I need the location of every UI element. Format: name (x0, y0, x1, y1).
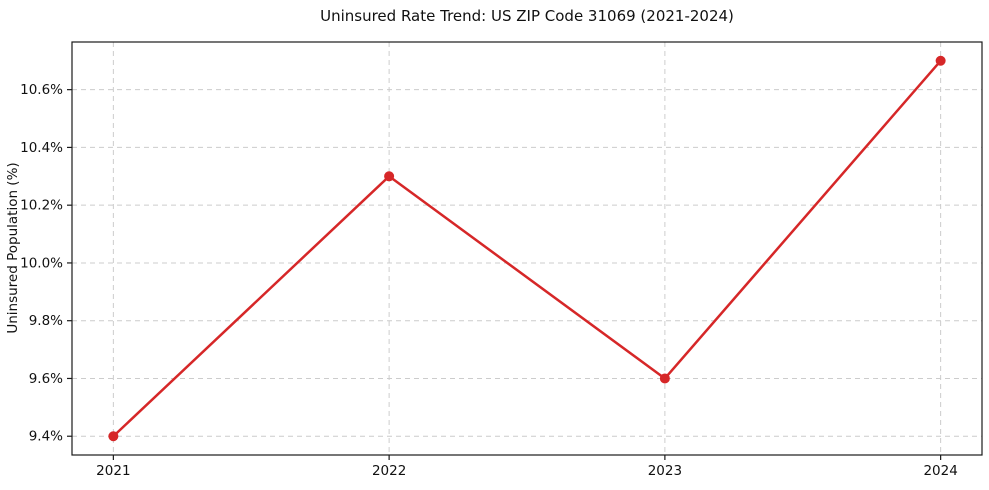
y-axis-label: Uninsured Population (%) (5, 162, 21, 334)
x-tick-label: 2022 (372, 463, 406, 479)
x-tick-label: 2023 (648, 463, 682, 479)
y-tick-label: 10.6% (20, 82, 63, 98)
x-tick-label: 2021 (96, 463, 130, 479)
data-point-2022 (384, 171, 395, 182)
data-point-2023 (659, 373, 670, 384)
y-tick-label: 10.4% (20, 140, 63, 156)
chart-title: Uninsured Rate Trend: US ZIP Code 31069 … (320, 7, 734, 25)
plot-spines (71, 41, 983, 456)
y-tick-label: 9.4% (29, 429, 63, 445)
data-point-2024 (935, 55, 946, 66)
trend-line (112, 59, 942, 438)
x-tick-label: 2024 (923, 463, 957, 479)
y-tick-label: 10.2% (20, 198, 63, 214)
data-point-2021 (108, 431, 119, 442)
y-tick-label: 9.6% (29, 371, 63, 387)
y-tick-label: 10.0% (20, 255, 63, 271)
y-tick-label: 9.8% (29, 313, 63, 329)
